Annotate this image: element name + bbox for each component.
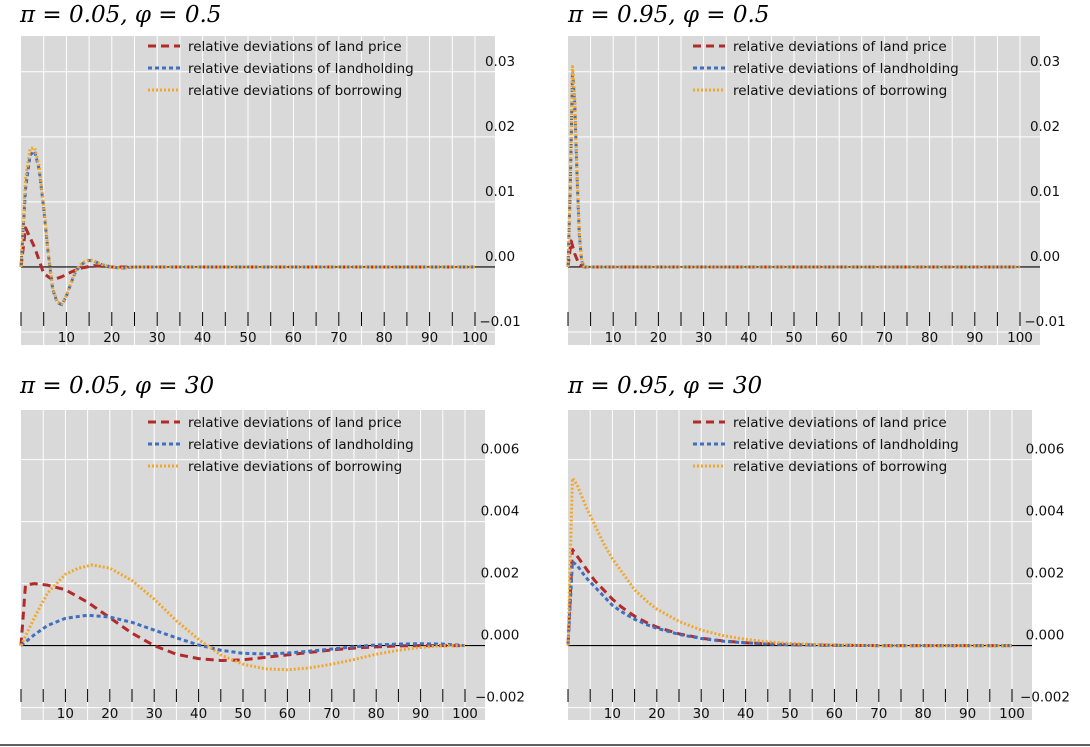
y-tick-label: 0.004 xyxy=(481,504,520,520)
x-tick-label: 80 xyxy=(915,706,932,722)
series-line-borrowing xyxy=(566,476,1012,648)
x-tick-label: 20 xyxy=(648,706,665,722)
x-tick-label: 100 xyxy=(1007,330,1033,346)
plot-area xyxy=(21,410,485,720)
series-line-borrowing xyxy=(19,563,465,672)
x-tick-label: 90 xyxy=(412,706,429,722)
panel-2: π = 0.95, φ = 0.5 10 20 30 40 50 60 70 80 90 100−0… xyxy=(566,2,1066,346)
x-tick-label: 20 xyxy=(103,330,120,346)
x-tick-label: 90 xyxy=(421,330,438,346)
y-tick-label: −0.01 xyxy=(1024,314,1065,330)
panel-title: π = 0.95, φ = 0.5 xyxy=(567,2,769,28)
x-tick-label: 40 xyxy=(737,706,754,722)
x-tick-label: 10 xyxy=(58,330,75,346)
x-tick-label: 100 xyxy=(462,330,488,346)
x-tick-label: 100 xyxy=(452,706,478,722)
x-tick-label: 70 xyxy=(330,330,347,346)
y-tick-label: 0.01 xyxy=(485,184,515,200)
x-tick-label: 90 xyxy=(959,706,976,722)
x-tick-label: 60 xyxy=(826,706,843,722)
series-line-landholding xyxy=(20,613,466,656)
legend-label-landholding: relative deviations of landholding xyxy=(733,61,959,77)
x-tick-label: 30 xyxy=(146,706,163,722)
y-tick-label: 0.000 xyxy=(1026,628,1065,644)
x-tick-label: 10 xyxy=(605,330,622,346)
legend-label-landholding: relative deviations of landholding xyxy=(188,437,414,453)
legend-label-borrowing: relative deviations of borrowing xyxy=(733,459,947,475)
legend-label-price: relative deviations of land price xyxy=(733,39,947,55)
series-line-landholding xyxy=(566,560,1012,648)
plot-area xyxy=(568,410,1032,720)
x-tick-label: 10 xyxy=(604,706,621,722)
y-tick-label: 0.03 xyxy=(485,54,515,70)
legend-label-price: relative deviations of land price xyxy=(733,415,947,431)
x-tick-label: 100 xyxy=(999,706,1025,722)
y-tick-label: −0.002 xyxy=(1020,690,1070,706)
y-tick-label: 0.01 xyxy=(1030,184,1060,200)
series-line-price xyxy=(566,239,1020,269)
x-tick-label: 40 xyxy=(740,330,757,346)
x-tick-label: 10 xyxy=(57,706,74,722)
y-tick-label: 0.006 xyxy=(1026,442,1065,458)
series-line-price xyxy=(19,226,475,282)
x-tick-label: 50 xyxy=(785,330,802,346)
x-tick-label: 50 xyxy=(239,330,256,346)
legend-label-price: relative deviations of land price xyxy=(188,39,402,55)
x-tick-label: 80 xyxy=(376,330,393,346)
y-tick-label: −0.01 xyxy=(479,314,520,330)
legend-label-borrowing: relative deviations of borrowing xyxy=(733,83,947,99)
series-line-price xyxy=(19,582,465,662)
x-tick-label: 60 xyxy=(831,330,848,346)
y-tick-label: 0.02 xyxy=(1030,119,1060,135)
y-tick-label: 0.002 xyxy=(481,566,520,582)
x-tick-label: 20 xyxy=(650,330,667,346)
x-tick-label: 90 xyxy=(966,330,983,346)
x-tick-label: 20 xyxy=(101,706,118,722)
panel-title: π = 0.95, φ = 30 xyxy=(567,373,762,399)
y-tick-label: 0.00 xyxy=(1030,249,1060,265)
y-tick-label: 0.002 xyxy=(1026,566,1065,582)
x-tick-label: 30 xyxy=(695,330,712,346)
panel-1: π = 0.05, φ = 0.5 10 20 30 40 50 60 70 80 90 100−0… xyxy=(19,2,521,346)
y-tick-label: 0.006 xyxy=(481,442,520,458)
series-line-borrowing xyxy=(19,146,475,306)
x-tick-label: 40 xyxy=(194,330,211,346)
x-tick-label: 80 xyxy=(921,330,938,346)
panel-4: π = 0.95, φ = 30 10 20 30 40 50 60 70 80 90 100−0.… xyxy=(566,373,1070,722)
x-tick-label: 30 xyxy=(693,706,710,722)
y-tick-label: 0.004 xyxy=(1026,504,1065,520)
x-tick-label: 70 xyxy=(323,706,340,722)
plot-area xyxy=(21,36,495,345)
plot-area xyxy=(568,36,1040,345)
x-tick-label: 60 xyxy=(279,706,296,722)
x-tick-label: 50 xyxy=(234,706,251,722)
x-tick-label: 30 xyxy=(149,330,166,346)
legend-label-price: relative deviations of land price xyxy=(188,415,402,431)
y-tick-label: 0.000 xyxy=(481,628,520,644)
legend-label-borrowing: relative deviations of borrowing xyxy=(188,83,402,99)
y-tick-label: 0.02 xyxy=(485,119,515,135)
legend-label-landholding: relative deviations of landholding xyxy=(188,61,414,77)
x-tick-label: 60 xyxy=(285,330,302,346)
y-tick-label: 0.03 xyxy=(1030,54,1060,70)
legend-label-borrowing: relative deviations of borrowing xyxy=(188,459,402,475)
panel-title: π = 0.05, φ = 0.5 xyxy=(19,2,221,28)
y-tick-label: −0.002 xyxy=(475,690,525,706)
y-tick-label: 0.00 xyxy=(485,249,515,265)
x-tick-label: 70 xyxy=(870,706,887,722)
x-tick-label: 80 xyxy=(368,706,385,722)
x-tick-label: 70 xyxy=(876,330,893,346)
x-tick-label: 40 xyxy=(190,706,207,722)
panel-3: π = 0.05, φ = 30 10 20 30 40 50 60 70 80 90 100−0.… xyxy=(19,373,525,722)
panel-title: π = 0.05, φ = 30 xyxy=(19,373,214,399)
x-tick-label: 50 xyxy=(781,706,798,722)
legend-label-landholding: relative deviations of landholding xyxy=(733,437,959,453)
